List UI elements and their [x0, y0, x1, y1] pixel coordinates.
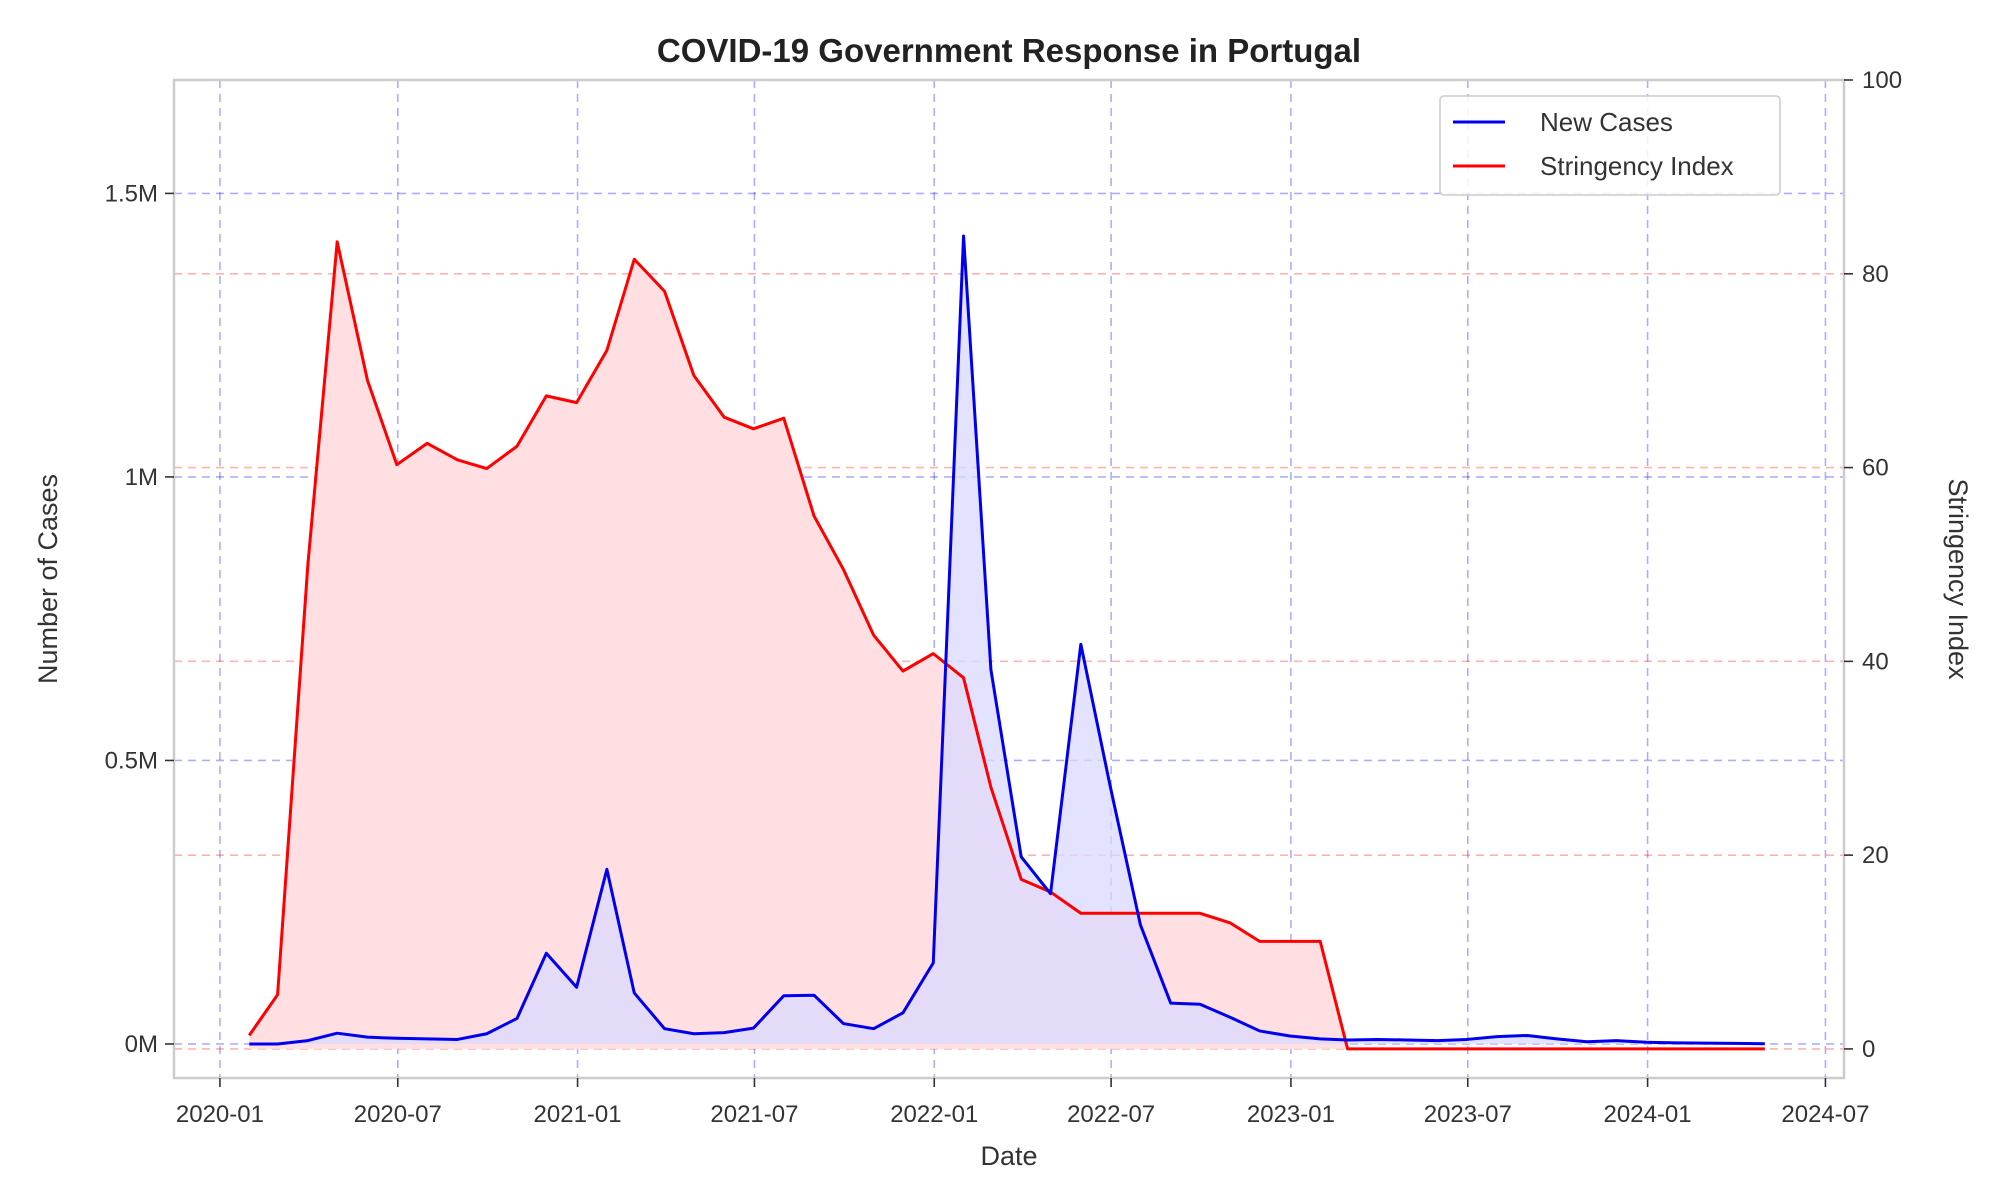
x-tick-label: 2020-01: [176, 1101, 264, 1128]
y2-tick-label: 20: [1862, 842, 1889, 869]
series-fills: [249, 235, 1765, 1049]
y2-tick-label: 100: [1862, 67, 1902, 94]
x-tick-label: 2024-01: [1604, 1101, 1692, 1128]
ticks: 2020-01 2020-07 2021-01 2021-07 2022-01 2022-…: [105, 67, 1902, 1128]
x-tick-label: 2022-07: [1067, 1101, 1155, 1128]
y-tick-label: 0M: [125, 1031, 158, 1058]
y2-axis-label: Stringency Index: [1943, 478, 1973, 680]
chart-title: COVID-19 Government Response in Portugal: [657, 32, 1361, 69]
x-tick-label: 2023-07: [1424, 1101, 1512, 1128]
plot-frame: [172, 78, 1846, 1080]
x-tick-label: 2023-01: [1247, 1101, 1335, 1128]
line-stringency-index: [248, 240, 1765, 1051]
area-stringency-index: [249, 241, 1765, 1049]
legend-box: [1439, 95, 1781, 196]
legend-label-new-cases: New Cases: [1540, 107, 1673, 137]
y-axis-label: Number of Cases: [33, 474, 63, 684]
x-tick-label: 2020-07: [354, 1101, 442, 1128]
y2-tick-label: 40: [1862, 648, 1889, 675]
y-tick-label: 1.5M: [105, 180, 158, 207]
x-tick-label: 2021-07: [710, 1101, 798, 1128]
area-new-cases: [249, 235, 1765, 1044]
legend-label-stringency-index: Stringency Index: [1540, 151, 1734, 181]
y-tick-label: 1M: [125, 464, 158, 491]
y2-tick-label: 0: [1862, 1036, 1875, 1063]
y-tick-label: 0.5M: [105, 747, 158, 774]
y2-tick-label: 80: [1862, 261, 1889, 288]
legend: New Cases Stringency Index: [1439, 95, 1781, 196]
y2-tick-label: 60: [1862, 455, 1889, 482]
series-lines: [248, 234, 1765, 1051]
x-tick-label: 2022-01: [890, 1101, 978, 1128]
x-tick-label: 2021-01: [534, 1101, 622, 1128]
line-new-cases: [249, 234, 1765, 1046]
x-axis-label: Date: [980, 1141, 1037, 1171]
x-tick-label: 2024-07: [1781, 1101, 1869, 1128]
